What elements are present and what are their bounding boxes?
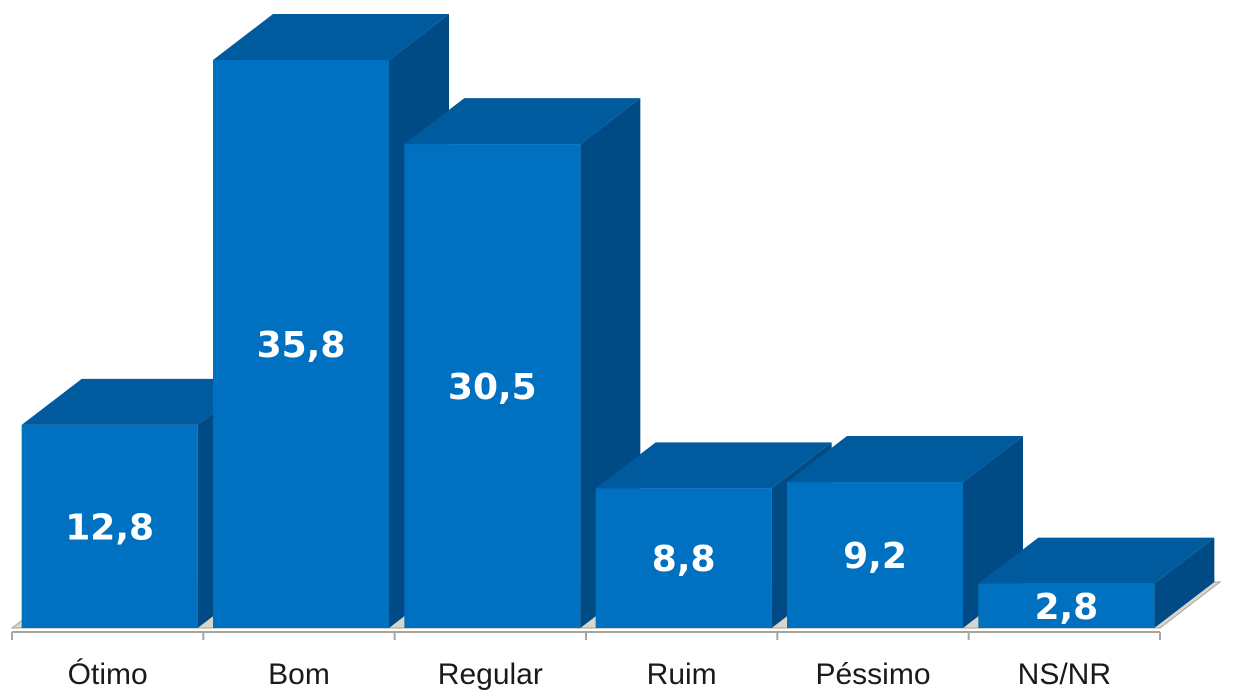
bar-top: [595, 442, 832, 489]
bar-6: [978, 537, 1215, 628]
bar-top: [787, 436, 1023, 483]
category-label: Ótimo: [68, 658, 148, 691]
bar-top: [404, 98, 641, 145]
bar-top: [21, 378, 258, 425]
bar-front: [404, 144, 581, 628]
bar-front: [213, 60, 389, 628]
value-label: 2,8: [1034, 587, 1098, 628]
x-axis: [11, 632, 1161, 640]
value-label: 9,2: [843, 536, 907, 577]
labels: 12,8 35,8 30,5 8,8 9,2 2,8 Ótimo Bom Regular Ruim…: [65, 325, 1111, 691]
value-label: 30,5: [448, 367, 537, 408]
bar-3: [404, 98, 641, 629]
category-label: Péssimo: [815, 658, 930, 691]
bar-top: [213, 14, 449, 60]
value-label: 8,8: [652, 539, 716, 580]
value-label: 12,8: [65, 507, 154, 548]
value-label: 35,8: [257, 325, 346, 366]
category-label: Regular: [438, 658, 543, 691]
category-label: NS/NR: [1018, 658, 1111, 691]
category-label: Bom: [268, 658, 330, 691]
category-label: Ruim: [647, 658, 717, 691]
bar-front: [787, 482, 963, 628]
bar-front: [21, 424, 198, 628]
bar-front: [595, 488, 772, 628]
bar-side: [1154, 537, 1215, 628]
bars: [21, 14, 1215, 629]
bar-front: [978, 583, 1155, 628]
bar-top: [978, 537, 1215, 584]
